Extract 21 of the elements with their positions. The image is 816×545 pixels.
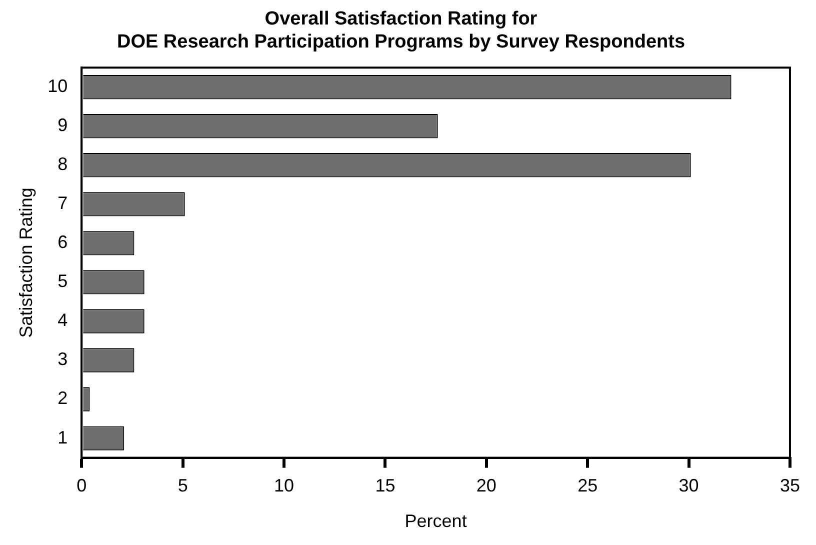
- x-tick-label: 15: [375, 476, 396, 496]
- x-axis-title: Percent: [404, 511, 467, 532]
- x-tick-label: 0: [76, 476, 87, 496]
- x-tick-label: 30: [678, 476, 699, 496]
- y-tick-label: 2: [58, 388, 68, 408]
- chart-title: Overall Satisfaction Rating for DOE Research Participation Programs by Survey Respondents: [116, 8, 686, 52]
- x-tick-label: 20: [476, 476, 496, 496]
- x-tick-label: 35: [780, 476, 800, 496]
- y-tick-label: 3: [58, 349, 68, 370]
- x-tick-label: 10: [274, 476, 294, 496]
- y-tick-label: 6: [58, 232, 68, 252]
- x-tick-label: 25: [578, 476, 598, 496]
- y-tick-label: 5: [58, 271, 68, 292]
- y-tick-label: 4: [58, 310, 68, 330]
- y-tick-label: 10: [48, 76, 68, 96]
- x-tick-label: 5: [178, 476, 188, 496]
- y-axis-title: Satisfaction Rating: [16, 188, 36, 338]
- y-tick-label: 7: [58, 193, 68, 214]
- y-tick-label: 8: [58, 154, 68, 174]
- y-tick-label: 1: [58, 427, 68, 448]
- y-tick-label: 9: [58, 115, 68, 136]
